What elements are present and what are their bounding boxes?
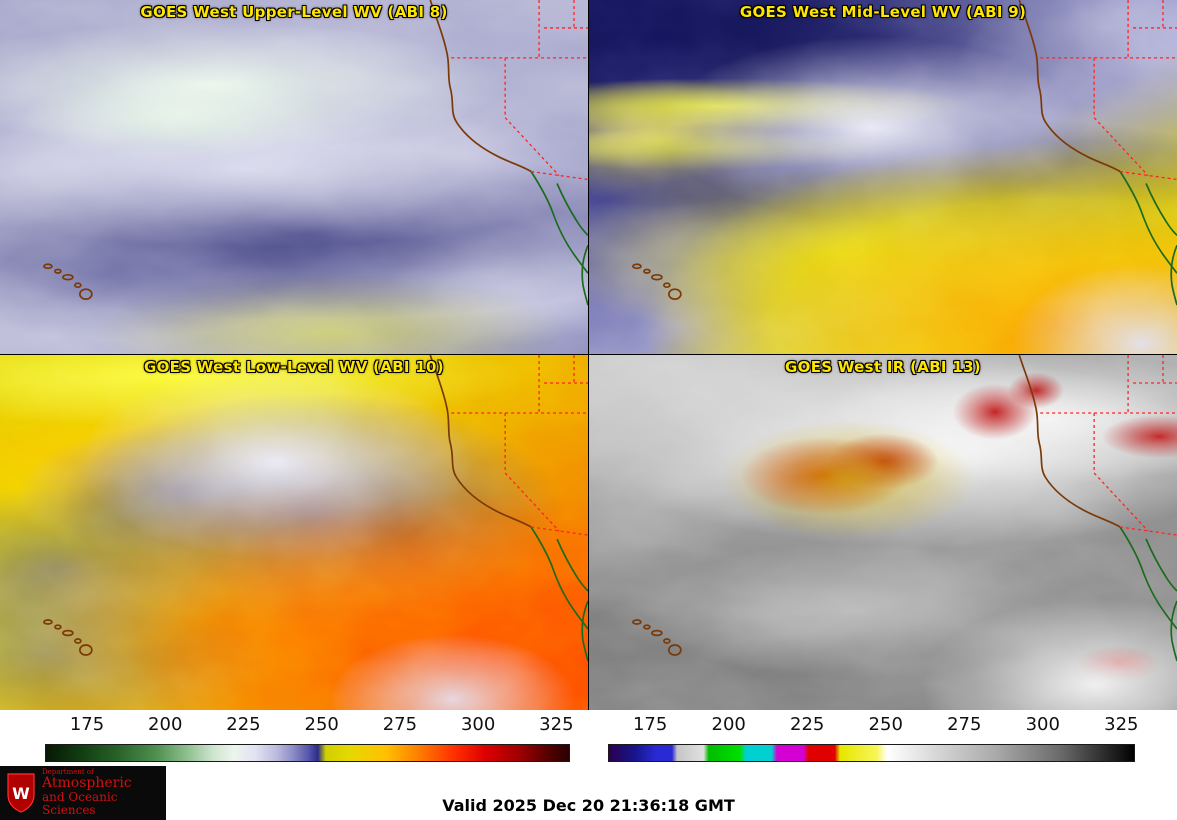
logo-text: Department of Atmospheric and Oceanic Sc… — [42, 767, 160, 818]
tick-label: 300 — [460, 714, 496, 735]
ir-colorbar-gradient — [608, 744, 1135, 762]
uw-crest-logo: W — [7, 773, 35, 813]
tick-label: 175 — [632, 714, 668, 735]
panel-ir: GOES West IR (ABI 13) — [589, 355, 1177, 710]
ir-colorbar-ticks: 175 200 225 250 275 300 325 — [608, 714, 1139, 740]
tick-label: 275 — [947, 714, 982, 735]
panel-title: GOES West Upper-Level WV (ABI 8) — [140, 3, 448, 21]
satellite-image-abi9 — [589, 0, 1177, 354]
panel-title: GOES West Mid-Level WV (ABI 9) — [739, 3, 1027, 21]
tick-label: 250 — [868, 714, 903, 735]
tick-label: 175 — [69, 714, 105, 735]
tick-label: 300 — [1025, 714, 1060, 735]
tick-label: 275 — [382, 714, 418, 735]
ir-colorbar: 175 200 225 250 275 300 325 — [608, 710, 1139, 768]
satellite-image-abi8 — [0, 0, 588, 354]
wv-colorbar: 175 200 225 250 275 300 325 — [45, 710, 574, 768]
panel-title: GOES West Low-Level WV (ABI 10) — [144, 358, 444, 376]
wv-colorbar-ticks: 175 200 225 250 275 300 325 — [45, 714, 574, 740]
tick-label: 200 — [711, 714, 746, 735]
valid-timestamp: Valid 2025 Dec 20 21:36:18 GMT — [442, 796, 735, 815]
tick-label: 325 — [1104, 714, 1139, 735]
logo-dept-line: Department of — [42, 767, 94, 776]
logo-name-line1: Atmospheric — [42, 775, 132, 792]
tick-label: 325 — [539, 714, 574, 735]
satellite-image-abi13 — [589, 355, 1177, 710]
panel-title: GOES West IR (ABI 13) — [785, 358, 981, 376]
tick-label: 225 — [226, 714, 261, 735]
crest-letter: W — [12, 784, 30, 803]
satellite-image-abi10 — [0, 355, 588, 710]
panel-upper-level-wv: GOES West Upper-Level WV (ABI 8) — [0, 0, 589, 355]
panel-low-level-wv: GOES West Low-Level WV (ABI 10) — [0, 355, 589, 710]
colorbar-area: 175 200 225 250 275 300 325 175 200 225 … — [0, 710, 1177, 768]
tick-label: 225 — [790, 714, 825, 735]
panel-mid-level-wv: GOES West Mid-Level WV (ABI 9) — [589, 0, 1177, 355]
logo-name-line2: and Oceanic Sciences — [42, 790, 118, 818]
wv-colorbar-gradient — [45, 744, 570, 762]
tick-label: 250 — [304, 714, 339, 735]
uw-aos-logo: W Department of Atmospheric and Oceanic … — [0, 766, 166, 820]
tick-label: 200 — [148, 714, 183, 735]
